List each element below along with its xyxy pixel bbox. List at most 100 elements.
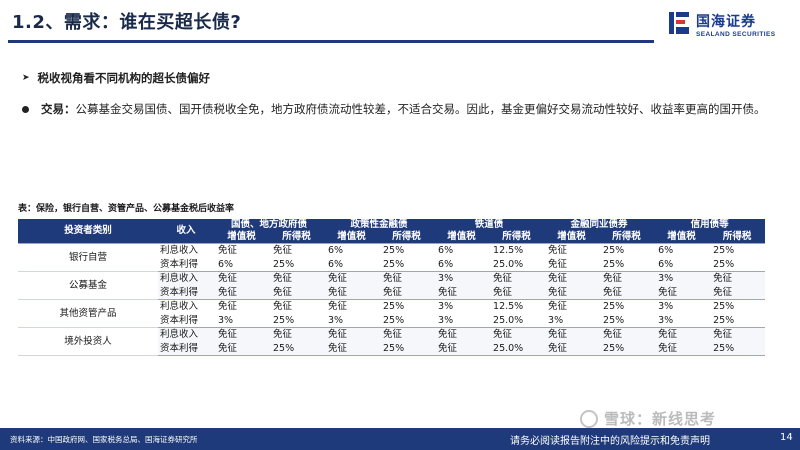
cell-tax-rate: 25% (709, 299, 766, 314)
cell-tax-rate: 25% (379, 313, 435, 328)
table-row: 境外投资人 利息收入 免征 免征 免征 免征 免征 免征 免征 免征 免征 免征 (18, 327, 766, 356)
cell-tax-rate: 免征 (434, 341, 490, 356)
subheader-cit: 所得税 (489, 231, 545, 244)
header-group: 国债、地方政府债 (214, 219, 325, 231)
subheader-cit: 所得税 (599, 231, 655, 244)
cell-income-type: 资本利得 (158, 313, 214, 328)
header-group: 信用债等 (654, 219, 766, 231)
header-investor: 投资者类别 (18, 219, 158, 244)
cell-tax-rate: 免征 (544, 243, 600, 258)
subheader-vat: 增值税 (434, 231, 490, 244)
cell-tax-rate: 免征 (269, 243, 325, 258)
table-subheader-row: 增值税 所得税 增值税 所得税 增值税 所得税 增值税 所得税 增值税 所得税 (18, 231, 766, 244)
page-title: 1.2、需求：谁在买超长债? (12, 12, 242, 33)
footer-disclaimer: 请务必阅读报告附注中的风险提示和免责声明 (510, 436, 710, 447)
watermark: 雪球：新线思考 (580, 408, 716, 429)
watermark-text: 雪球：新线思考 (604, 410, 717, 428)
bullet-point: 交易：公募基金交易国债、国开债税收全免，地方政府债流动性较差，不适合交易。因此，… (22, 98, 782, 121)
cell-tax-rate: 免征 (599, 285, 655, 300)
cell-tax-rate: 免征 (544, 341, 600, 356)
subheader-cit: 所得税 (269, 231, 325, 244)
cell-tax-rate: 25% (599, 243, 655, 258)
cell-tax-rate: 免征 (324, 341, 380, 356)
cell-investor-category: 银行自营 (18, 243, 158, 272)
cell-tax-rate: 免征 (269, 299, 325, 314)
cell-tax-rate: 25% (599, 299, 655, 314)
cell-tax-rate: 25.0% (489, 341, 545, 356)
cell-tax-rate: 6% (654, 257, 710, 272)
cell-tax-rate: 免征 (544, 327, 600, 342)
cell-tax-rate: 3% (434, 271, 490, 286)
cell-tax-rate: 6% (214, 257, 269, 272)
cell-tax-rate: 免征 (654, 327, 710, 342)
table-header-row: 投资者类别 收入 国债、地方政府债 政策性金融债 铁道债 金融同业债券 信用债等 (18, 219, 766, 244)
cell-tax-rate: 6% (324, 243, 380, 258)
company-logo: 国海证券 SEALAND SECURITIES (668, 10, 796, 44)
cell-tax-rate: 免征 (269, 271, 325, 286)
cell-tax-rate: 免征 (214, 341, 269, 356)
bullet-point-body: 公募基金交易国债、国开债税收全免，地方政府债流动性较差，不适合交易。因此，基金更… (75, 102, 766, 116)
cell-tax-rate: 免征 (599, 327, 655, 342)
cell-tax-rate: 免征 (434, 327, 490, 342)
cell-income-type: 利息收入 (158, 243, 214, 258)
cell-tax-rate: 3% (214, 313, 269, 328)
subheader-cit: 所得税 (379, 231, 435, 244)
cell-tax-rate: 25% (709, 243, 766, 258)
cell-tax-rate: 25% (269, 341, 325, 356)
bullet-heading-text: 税收视角看不同机构的超长债偏好 (37, 71, 211, 85)
cell-tax-rate: 6% (324, 257, 380, 272)
cell-tax-rate: 免征 (489, 285, 545, 300)
cell-tax-rate: 25.0% (489, 257, 545, 272)
cell-tax-rate: 免征 (709, 271, 766, 286)
cell-tax-rate: 25% (599, 341, 655, 356)
subheader-vat: 增值税 (654, 231, 710, 244)
cell-tax-rate: 25% (269, 313, 325, 328)
cell-tax-rate: 免征 (324, 327, 380, 342)
table-row: 公募基金 利息收入 免征 免征 免征 免征 3% 免征 免征 免征 3% 免征 (18, 271, 766, 300)
cell-income-type: 利息收入 (158, 327, 214, 342)
cell-tax-rate: 免征 (214, 285, 269, 300)
subheader-vat: 增值税 (324, 231, 380, 244)
cell-tax-rate: 3% (434, 299, 490, 314)
cell-tax-rate: 免征 (269, 327, 325, 342)
dot-bullet-icon (22, 106, 29, 113)
header-group: 金融同业债券 (544, 219, 655, 231)
cell-tax-rate: 免征 (324, 271, 380, 286)
cell-tax-rate: 免征 (214, 327, 269, 342)
cell-income-type: 资本利得 (158, 341, 214, 356)
arrow-bullet-icon: ➤ (22, 73, 30, 83)
header-income: 收入 (158, 219, 214, 244)
footer-source: 资料来源：中国政府网、国家税务总局、国海证券研究所 (10, 435, 198, 444)
bullet-point-label: 交易： (41, 102, 76, 116)
table-body: 银行自营 利息收入 免征 免征 6% 25% 6% 12.5% 免征 25% 6% 25% 资本利得 6%… (18, 243, 766, 356)
cell-income-type: 资本利得 (158, 285, 214, 300)
cell-tax-rate: 免征 (544, 285, 600, 300)
cell-tax-rate: 3% (654, 299, 710, 314)
cell-tax-rate: 3% (654, 271, 710, 286)
logo-english-name: SEALAND SECURITIES (696, 31, 776, 38)
cell-tax-rate: 免征 (544, 271, 600, 286)
cell-tax-rate: 免征 (214, 299, 269, 314)
cell-tax-rate: 25% (599, 313, 655, 328)
cell-tax-rate: 3% (324, 313, 380, 328)
page-number: 14 (780, 432, 793, 443)
cell-tax-rate: 免征 (654, 341, 710, 356)
cell-tax-rate: 免征 (654, 285, 710, 300)
xueqiu-logo-icon (580, 409, 598, 428)
cell-tax-rate: 6% (434, 257, 490, 272)
footer-bar (0, 428, 800, 450)
cell-tax-rate: 免征 (379, 327, 435, 342)
cell-tax-rate: 免征 (434, 285, 490, 300)
sealand-logo-icon (669, 12, 689, 34)
header-group: 铁道债 (434, 219, 545, 231)
cell-tax-rate: 25% (709, 341, 766, 356)
cell-tax-rate: 免征 (489, 327, 545, 342)
bullet-point-text: 交易：公募基金交易国债、国开债税收全免，地方政府债流动性较差，不适合交易。因此，… (41, 98, 766, 121)
cell-tax-rate: 25.0% (489, 313, 545, 328)
table-caption: 表：保险，银行自营、资管产品、公募基金税后收益率 (18, 204, 235, 214)
title-divider (8, 40, 654, 43)
cell-tax-rate: 免征 (544, 257, 600, 272)
cell-tax-rate: 3% (544, 313, 600, 328)
cell-investor-category: 公募基金 (18, 271, 158, 300)
cell-tax-rate: 25% (379, 243, 435, 258)
